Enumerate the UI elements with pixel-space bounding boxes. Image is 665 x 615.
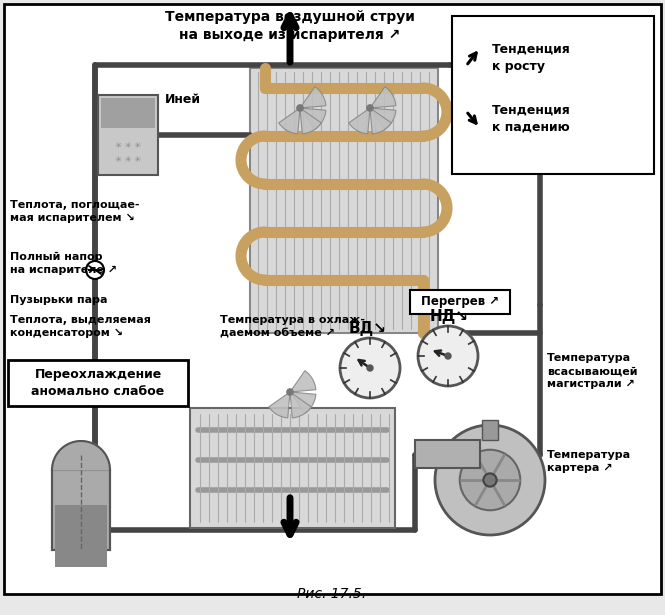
Circle shape bbox=[297, 105, 303, 111]
Bar bbox=[52, 470, 110, 550]
Text: Пузырьки пара: Пузырьки пара bbox=[10, 295, 108, 305]
Bar bbox=[410, 290, 510, 314]
Circle shape bbox=[483, 474, 497, 486]
Text: Тенденция
к падению: Тенденция к падению bbox=[492, 104, 571, 134]
Polygon shape bbox=[370, 108, 391, 134]
Polygon shape bbox=[290, 371, 316, 392]
Text: Температура
картера ↗: Температура картера ↗ bbox=[547, 450, 631, 473]
Text: Теплота, выделяемая
конденсатором ↘: Теплота, выделяемая конденсатором ↘ bbox=[10, 315, 151, 338]
Circle shape bbox=[418, 326, 478, 386]
Bar bbox=[8, 360, 188, 406]
Bar bbox=[190, 408, 395, 528]
Text: Температура в охлаж-
даемом объеме ↗: Температура в охлаж- даемом объеме ↗ bbox=[220, 315, 365, 338]
Bar bbox=[55, 505, 107, 567]
Circle shape bbox=[340, 338, 400, 398]
Circle shape bbox=[287, 389, 293, 395]
Text: НД↘: НД↘ bbox=[430, 309, 469, 325]
Polygon shape bbox=[300, 108, 326, 129]
Polygon shape bbox=[300, 108, 321, 134]
Polygon shape bbox=[52, 441, 110, 470]
Bar bbox=[250, 68, 438, 333]
Text: Иней: Иней bbox=[165, 93, 201, 106]
Text: Температура
всасывающей
магистрали ↗: Температура всасывающей магистрали ↗ bbox=[547, 353, 638, 389]
Circle shape bbox=[460, 450, 520, 510]
Text: Переохлаждение
аномально слабое: Переохлаждение аномально слабое bbox=[31, 368, 165, 398]
Bar bbox=[452, 16, 654, 174]
Polygon shape bbox=[279, 108, 300, 134]
Text: Перегрев ↗: Перегрев ↗ bbox=[421, 295, 499, 309]
Bar bbox=[98, 95, 158, 175]
Polygon shape bbox=[370, 87, 396, 108]
Text: Теплота, поглощае-
мая испарителем ↘: Теплота, поглощае- мая испарителем ↘ bbox=[10, 200, 140, 223]
Polygon shape bbox=[348, 108, 370, 134]
Text: Тенденция
к росту: Тенденция к росту bbox=[492, 43, 571, 73]
Bar bbox=[482, 420, 498, 440]
Bar bbox=[415, 440, 480, 468]
Circle shape bbox=[367, 365, 373, 371]
Bar bbox=[101, 98, 155, 128]
Polygon shape bbox=[269, 392, 290, 418]
Polygon shape bbox=[300, 87, 326, 108]
Circle shape bbox=[367, 105, 373, 111]
Circle shape bbox=[445, 353, 451, 359]
Text: Полный напор
на испарителе ↗: Полный напор на испарителе ↗ bbox=[10, 252, 117, 276]
Text: Температура воздушной струи
на выходе из испарителя ↗: Температура воздушной струи на выходе из… bbox=[165, 10, 415, 42]
Text: Рис. 17.5.: Рис. 17.5. bbox=[297, 587, 366, 601]
Text: ✳ ✳ ✳: ✳ ✳ ✳ bbox=[115, 154, 141, 164]
Text: ВД↘: ВД↘ bbox=[349, 320, 387, 336]
Circle shape bbox=[435, 425, 545, 535]
Text: ✳ ✳ ✳: ✳ ✳ ✳ bbox=[115, 140, 141, 149]
Polygon shape bbox=[290, 392, 311, 418]
Polygon shape bbox=[290, 392, 316, 413]
Polygon shape bbox=[370, 108, 396, 129]
Circle shape bbox=[86, 261, 104, 279]
